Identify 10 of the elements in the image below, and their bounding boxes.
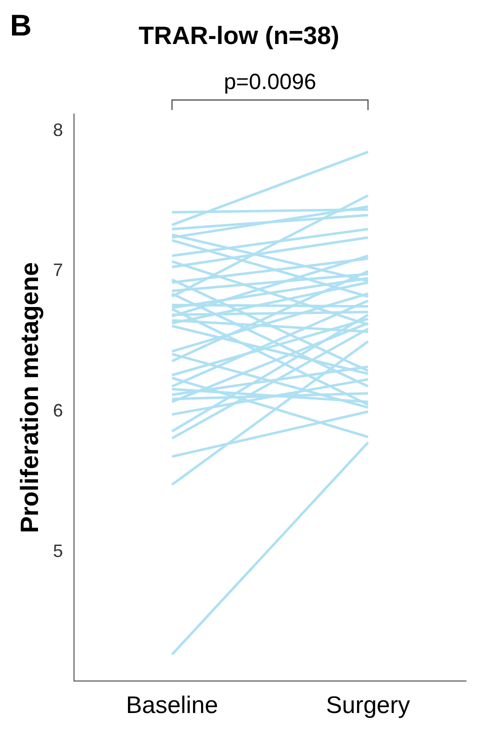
- y-tick-label: 6: [52, 400, 64, 421]
- y-tick-label: 5: [52, 541, 64, 562]
- y-tick-label: 8: [52, 120, 64, 140]
- chart-title: TRAR-low (n=38): [138, 22, 340, 50]
- y-tick-label: 7: [52, 260, 64, 280]
- y-axis-title: Proliferation metagene: [16, 262, 44, 534]
- x-tick-label: Surgery: [326, 692, 410, 720]
- x-tick-label: Baseline: [126, 692, 218, 720]
- text: p=0.0096: [224, 69, 316, 94]
- text: B: [10, 9, 32, 42]
